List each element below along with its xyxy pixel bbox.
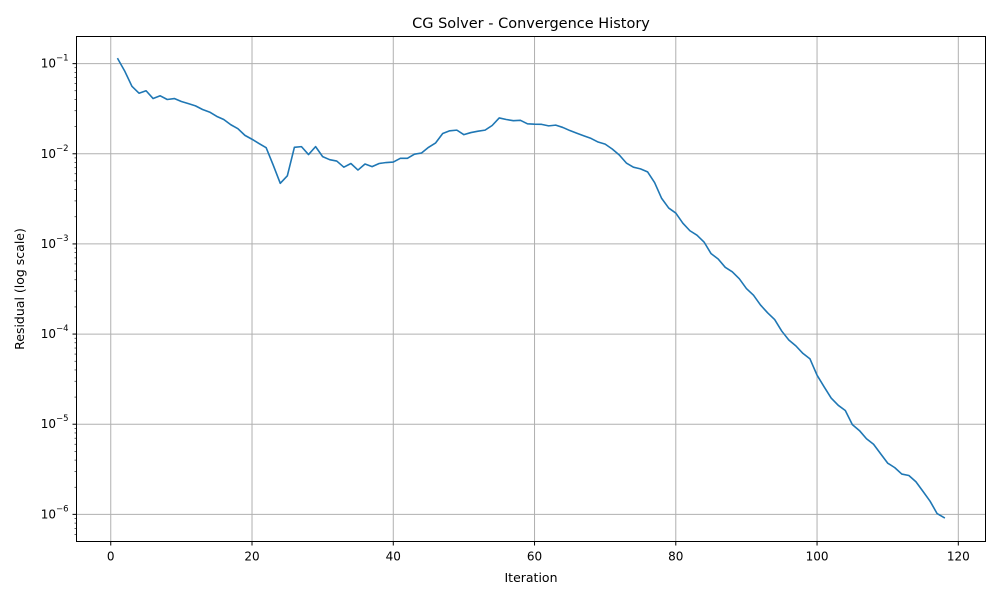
y-tick-label: 10−3: [41, 234, 69, 251]
plot-frame: [76, 36, 986, 542]
x-axis-label: Iteration: [504, 570, 557, 585]
x-tick-label: 80: [668, 550, 683, 564]
y-axis-label: Residual (log scale): [12, 228, 27, 350]
y-tick-label: 10−5: [41, 414, 69, 431]
y-axis: 10−1 10−2 10−3 10−4 10−5 10−6: [41, 54, 77, 535]
x-tick-label: 60: [527, 550, 542, 564]
x-axis: 0 20 40 60 80 100 120: [107, 541, 970, 564]
y-tick-label: 10−4: [41, 324, 69, 341]
y-tick-label: 10−6: [41, 504, 69, 521]
x-tick-label: 20: [244, 550, 259, 564]
x-tick-label: 0: [107, 550, 115, 564]
x-tick-label: 40: [386, 550, 401, 564]
series-line: [116, 57, 946, 519]
chart-title: CG Solver - Convergence History: [412, 16, 650, 32]
grid-lines: [76, 36, 986, 542]
y-tick-label: 10−2: [41, 144, 69, 161]
series-group: [116, 57, 946, 519]
x-tick-label: 120: [947, 550, 970, 564]
y-tick-label: 10−1: [41, 54, 69, 71]
x-tick-label: 100: [806, 550, 829, 564]
